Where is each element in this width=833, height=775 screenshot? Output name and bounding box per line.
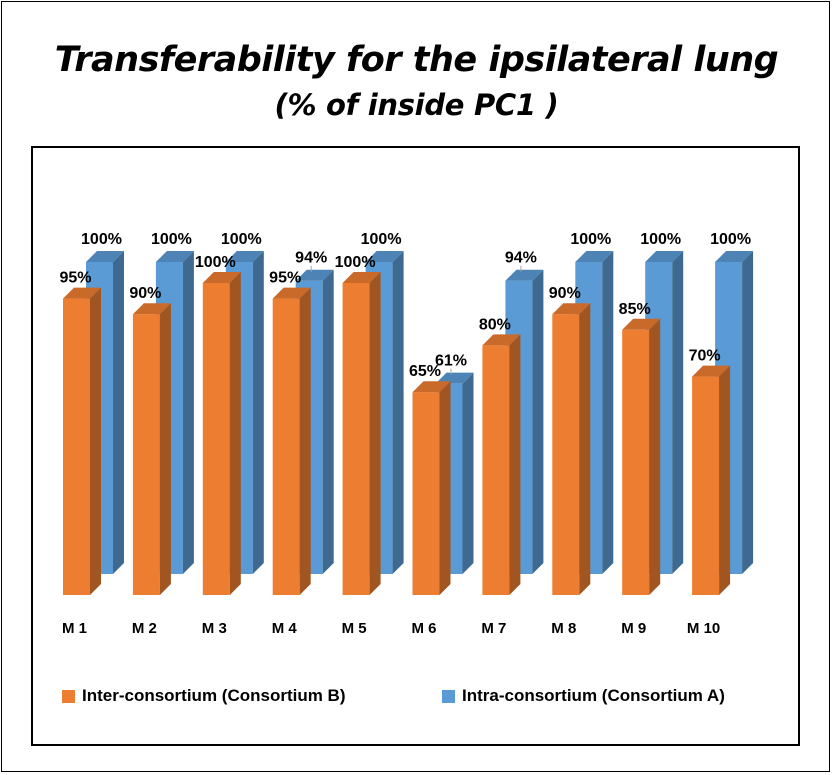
legend-swatch-intra-consortium [442, 689, 455, 703]
bar-inter-consortium-consortium-b-8 [552, 314, 580, 595]
chart-subtitle: (% of inside PC1 ) [274, 88, 559, 122]
data-label-intra-consortium-consortium-a-7: 94% [505, 250, 537, 267]
bar-inter-consortium-consortium-b-2-top [132, 303, 171, 315]
data-label-intra-consortium-consortium-a-1: 100% [81, 231, 122, 248]
data-label-inter-consortium-consortium-b-4: 95% [269, 270, 301, 287]
x-tick-label-9: M 9 [621, 620, 646, 637]
bar-inter-consortium-consortium-b-4 [272, 298, 300, 595]
legend: Inter-consortium (Consortium B) Intra-co… [0, 680, 833, 710]
bar-intra-consortium-consortium-a-9-top [645, 251, 684, 262]
data-label-inter-consortium-consortium-b-8: 90% [549, 285, 581, 302]
bar-inter-consortium-consortium-b-4-side [299, 287, 311, 595]
bar-intra-consortium-consortium-a-6-side [462, 372, 474, 574]
bar-inter-consortium-consortium-b-6 [412, 392, 440, 595]
x-axis-tick-labels: M 1 M 2 M 3 M 4 M 5 M 6 M 7 M 8 M 9 M 10 [62, 620, 720, 637]
x-tick-label-8: M 8 [551, 620, 576, 637]
bar-inter-consortium-consortium-b-9 [622, 329, 650, 595]
bar-inter-consortium-consortium-b-6-side [439, 381, 451, 595]
bar-intra-consortium-consortium-a-9-side [672, 251, 684, 574]
legend-item-inter-consortium: Inter-consortium (Consortium B) [62, 686, 346, 706]
legend-swatch-inter-consortium [62, 689, 75, 703]
bar-intra-consortium-consortium-a-4-top [295, 269, 334, 281]
bar-intra-consortium-consortium-a-3-top [225, 251, 264, 262]
data-label-inter-consortium-consortium-b-6: 65% [409, 363, 441, 380]
bar-inter-consortium-consortium-b-3-top [202, 272, 241, 283]
bar-inter-consortium-consortium-b-1-top [63, 287, 101, 299]
data-label-inter-consortium-consortium-b-5: 100% [335, 254, 376, 271]
bar-intra-consortium-consortium-a-1-top [86, 251, 124, 262]
bar-intra-consortium-consortium-a-10-side [742, 251, 754, 574]
legend-item-intra-consortium: Intra-consortium (Consortium A) [442, 686, 725, 706]
x-tick-label-7: M 7 [481, 620, 506, 637]
bar-intra-consortium-consortium-a-1-side [113, 251, 124, 574]
bar-inter-consortium-consortium-b-2-side [159, 303, 171, 595]
bar-intra-consortium-consortium-a-4-side [322, 269, 334, 574]
bar-inter-consortium-consortium-b-9-side [649, 318, 661, 595]
bar-intra-consortium-consortium-a-5-top [365, 251, 404, 262]
x-tick-label-6: M 6 [411, 620, 436, 637]
bar-inter-consortium-consortium-b-5-top [342, 272, 381, 283]
data-label-intra-consortium-consortium-a-5: 100% [361, 231, 402, 248]
bar-intra-consortium-consortium-a-2-top [155, 251, 194, 262]
series-inter-consortium-consortium-b [63, 272, 731, 595]
data-label-intra-consortium-consortium-a-6: 61% [435, 353, 467, 370]
bar-intra-consortium-consortium-a-7-top [505, 269, 544, 281]
data-labels: 100%95%100%90%100%100% 94%95%100%100%61%6… [59, 231, 751, 380]
bar-inter-consortium-consortium-b-5 [342, 283, 370, 595]
bar-intra-consortium-consortium-a-3-side [252, 251, 264, 574]
data-label-inter-consortium-consortium-b-1: 95% [59, 270, 91, 287]
data-label-intra-consortium-consortium-a-9: 100% [640, 231, 681, 248]
bar-intra-consortium-consortium-a-5-side [392, 251, 404, 574]
bar-inter-consortium-consortium-b-2 [132, 314, 160, 595]
legend-label-intra-consortium: Intra-consortium (Consortium A) [462, 686, 725, 705]
data-label-intra-consortium-consortium-a-4: 94% [295, 250, 327, 267]
bar-intra-consortium-consortium-a-2-side [182, 251, 194, 574]
bar-inter-consortium-consortium-b-7-top [482, 334, 521, 346]
data-label-intra-consortium-consortium-a-3: 100% [221, 231, 262, 248]
bar-inter-consortium-consortium-b-1-side [90, 287, 101, 595]
bar-inter-consortium-consortium-b-10 [692, 376, 720, 595]
bar-intra-consortium-consortium-a-7-side [532, 269, 544, 574]
data-label-intra-consortium-consortium-a-2: 100% [151, 231, 192, 248]
bar-inter-consortium-consortium-b-9-top [622, 318, 661, 330]
data-label-inter-consortium-consortium-b-7: 80% [479, 316, 511, 333]
plot-area-border [31, 146, 800, 746]
bar-intra-consortium-consortium-a-6-top [435, 372, 474, 384]
legend-label-inter-consortium: Inter-consortium (Consortium B) [82, 686, 346, 705]
data-label-inter-consortium-consortium-b-10: 70% [689, 348, 721, 365]
chart-title: Transferability for the ipsilateral lung [54, 40, 779, 80]
bar-intra-consortium-consortium-a-10-top [715, 251, 754, 262]
x-tick-label-10: M 10 [687, 620, 720, 637]
x-tick-label-1: M 1 [62, 620, 87, 637]
data-label-inter-consortium-consortium-b-2: 90% [129, 285, 161, 302]
bar-inter-consortium-consortium-b-8-top [552, 303, 591, 315]
bar-intra-consortium-consortium-a-8-top [575, 251, 614, 262]
bar-inter-consortium-consortium-b-10-top [692, 365, 731, 377]
x-tick-label-3: M 3 [202, 620, 227, 637]
data-label-intra-consortium-consortium-a-8: 100% [570, 231, 611, 248]
data-label-inter-consortium-consortium-b-3: 100% [195, 254, 236, 271]
bar-inter-consortium-consortium-b-3 [202, 283, 230, 595]
bar-inter-consortium-consortium-b-1 [63, 298, 90, 595]
bar-inter-consortium-consortium-b-6-top [412, 381, 451, 393]
bar-inter-consortium-consortium-b-7 [482, 345, 510, 595]
data-label-inter-consortium-consortium-b-9: 85% [619, 301, 651, 318]
bar-inter-consortium-consortium-b-10-side [719, 365, 731, 595]
bar-inter-consortium-consortium-b-7-side [509, 334, 521, 595]
bar-inter-consortium-consortium-b-8-side [579, 303, 591, 595]
x-tick-label-4: M 4 [272, 620, 298, 637]
bar-inter-consortium-consortium-b-4-top [272, 287, 311, 299]
bar-intra-consortium-consortium-a-8-side [602, 251, 614, 574]
data-label-intra-consortium-consortium-a-10: 100% [710, 231, 751, 248]
x-tick-label-5: M 5 [342, 620, 367, 637]
x-tick-label-2: M 2 [132, 620, 157, 637]
bar-inter-consortium-consortium-b-3-side [229, 272, 241, 595]
bar-inter-consortium-consortium-b-5-side [369, 272, 381, 595]
